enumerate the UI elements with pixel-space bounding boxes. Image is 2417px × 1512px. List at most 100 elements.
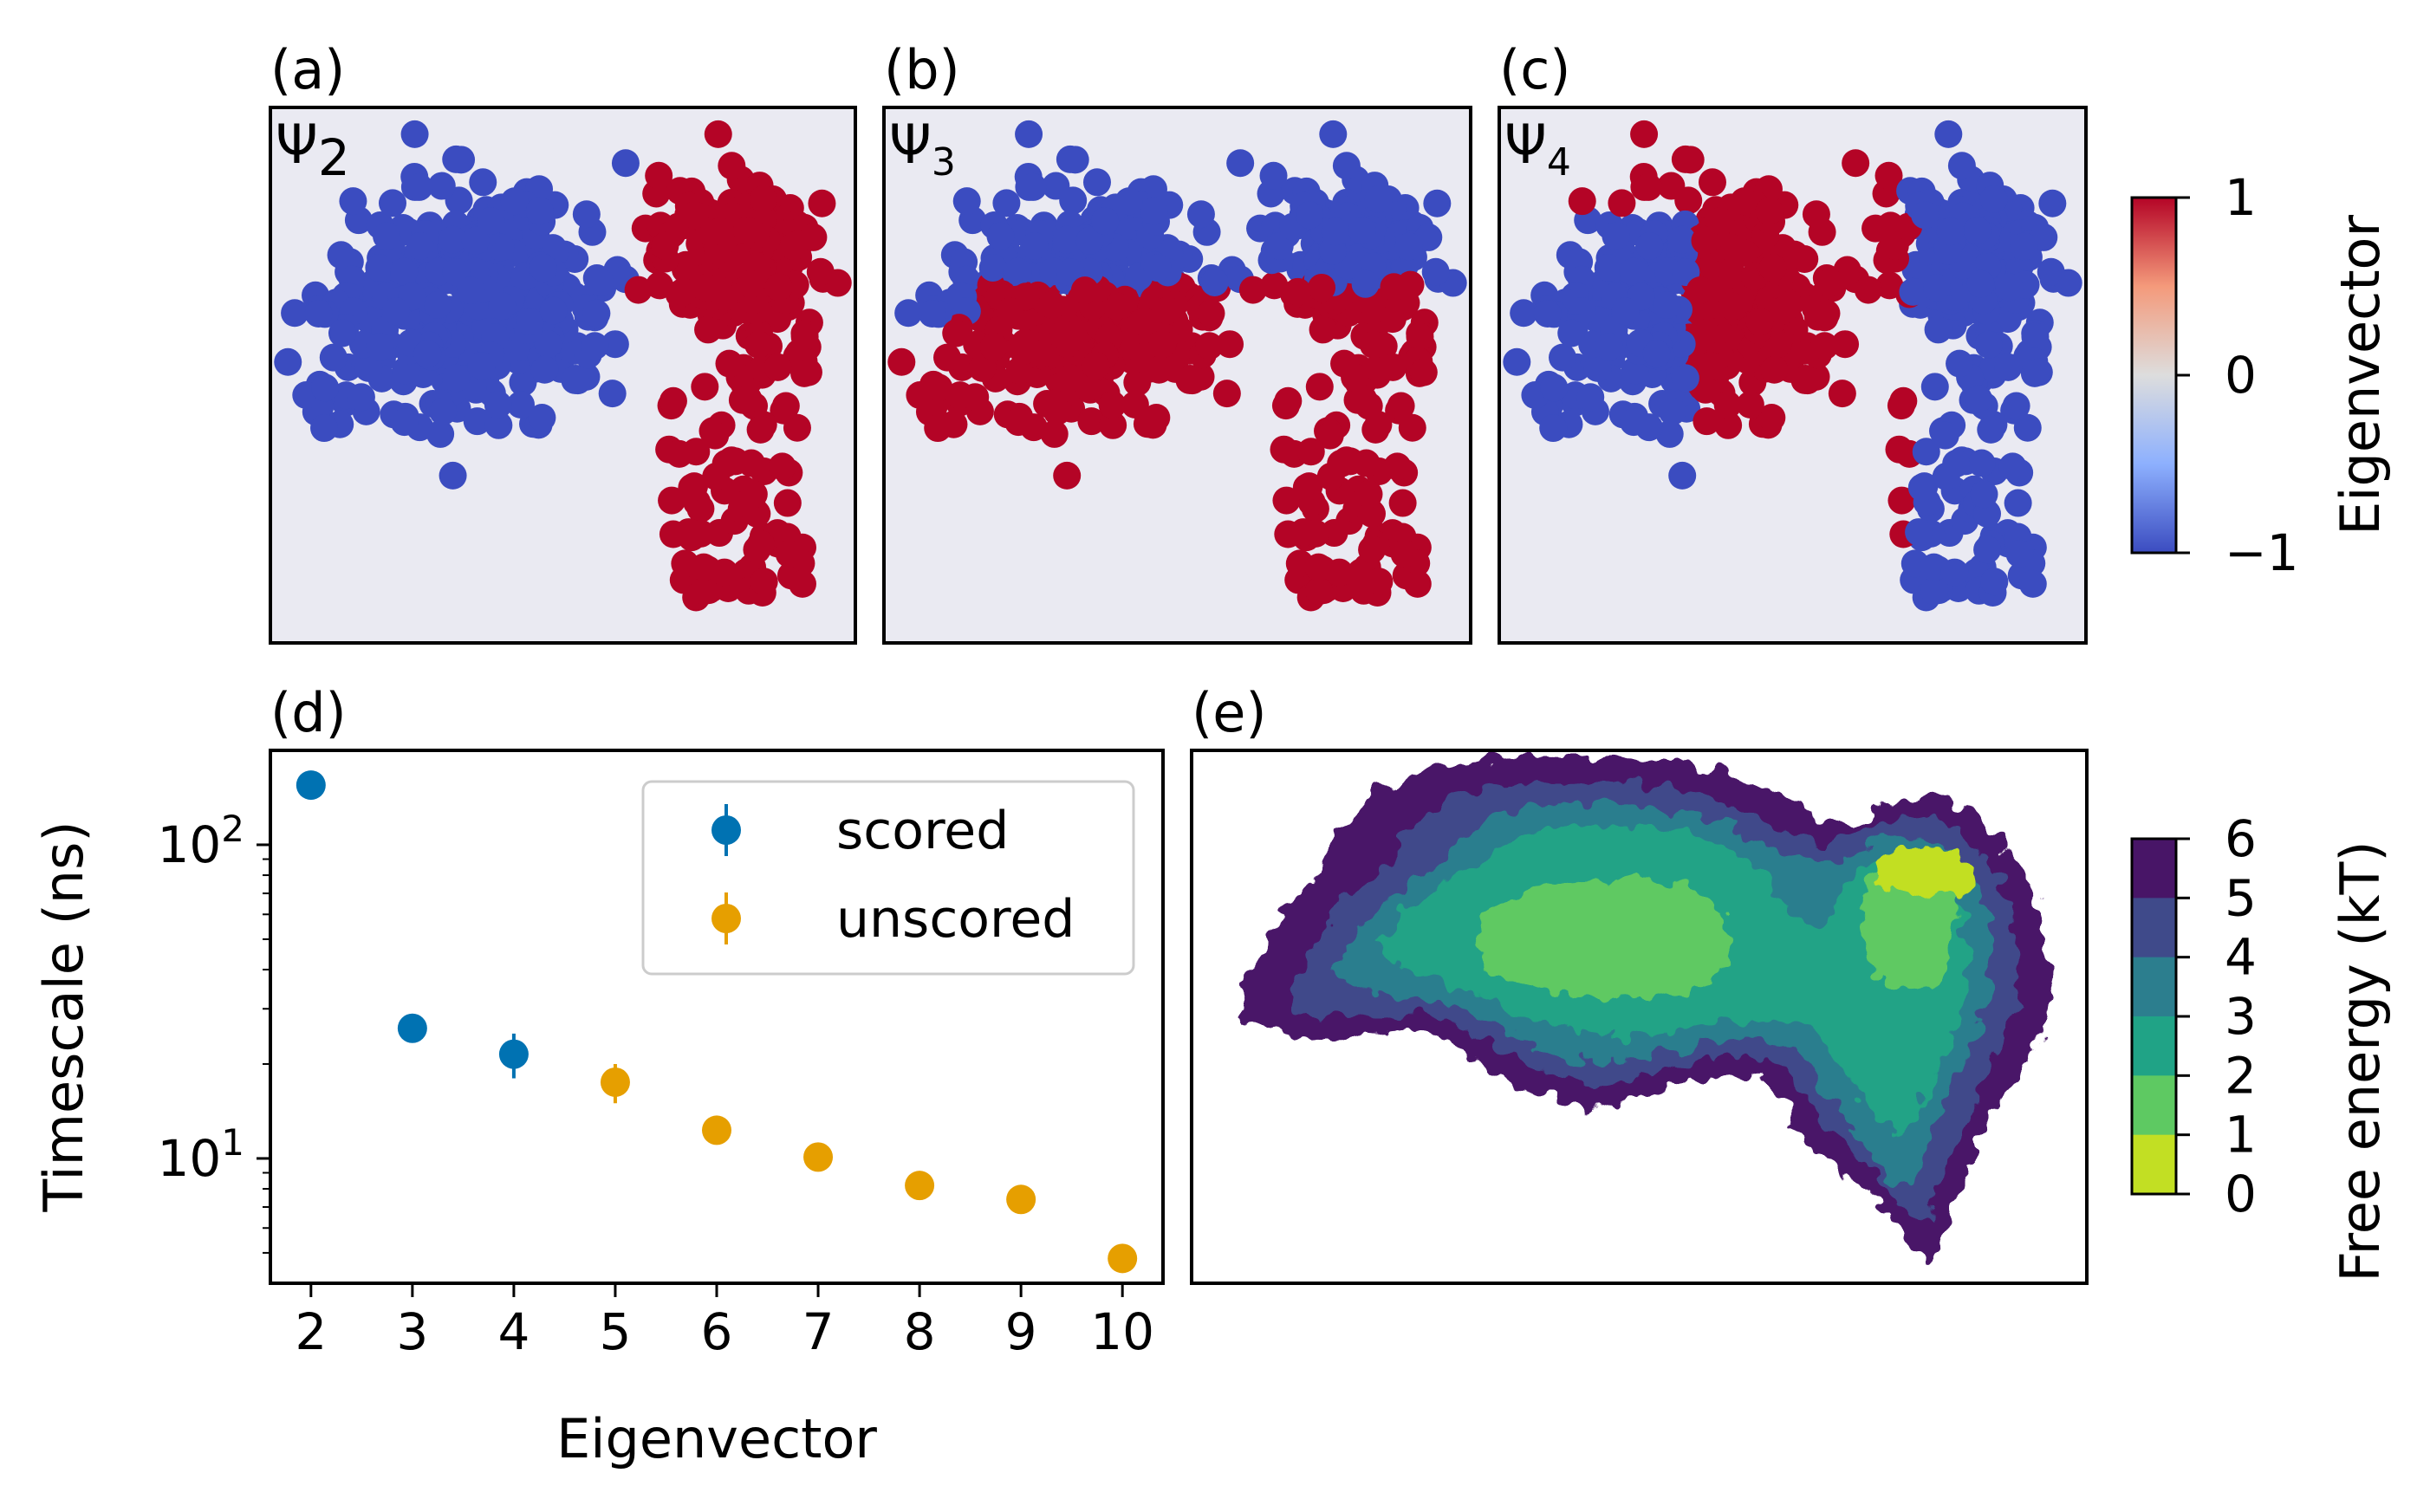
- panel-c-label: (c): [1499, 38, 1570, 101]
- embedding-point: [442, 364, 471, 393]
- timescale-point: [1006, 1184, 1036, 1215]
- embedding-point: [680, 201, 709, 230]
- embedding-point: [500, 187, 529, 216]
- embedding-point: [1760, 355, 1789, 384]
- embedding-point: [581, 332, 609, 360]
- embedding-point: [561, 366, 589, 394]
- timescale-point: [803, 1142, 834, 1172]
- embedding-point: [1195, 332, 1224, 360]
- embedding-point: [582, 299, 611, 328]
- embedding-point: [2010, 232, 2038, 261]
- embedding-point: [1936, 217, 1965, 246]
- embedding-point: [1330, 349, 1359, 378]
- embedding-point: [1881, 231, 1909, 260]
- embedding-point: [1905, 518, 1933, 547]
- embedding-point: [808, 189, 836, 217]
- embedding-point: [1810, 332, 1839, 360]
- embedding-point: [311, 373, 340, 402]
- embedding-point: [1077, 407, 1106, 436]
- free-energy-tick-label: 3: [2225, 987, 2257, 1046]
- embedding-point: [1423, 189, 1452, 217]
- embedding-point: [1630, 120, 1659, 148]
- embedding-point: [933, 343, 962, 372]
- embedding-point: [1568, 187, 1596, 216]
- panel-e-frame: [1190, 749, 2089, 1285]
- embedding-point: [424, 290, 452, 319]
- embedding-point: [1153, 296, 1182, 325]
- embedding-point: [2018, 569, 2047, 598]
- embedding-point: [1403, 569, 1432, 598]
- embedding-point: [1052, 225, 1081, 254]
- embedding-point: [1075, 226, 1104, 255]
- embedding-point: [461, 226, 490, 255]
- embedding-point: [1409, 358, 1438, 386]
- embedding-point: [2037, 257, 2065, 286]
- embedding-point: [1042, 172, 1070, 200]
- embedding-point: [529, 254, 557, 282]
- legend-box: [641, 780, 1135, 976]
- legend-unscored-marker: [711, 904, 741, 933]
- embedding-point: [1352, 449, 1381, 477]
- panel-c-psi: Ψ4: [1504, 113, 1571, 185]
- embedding-point: [710, 558, 738, 587]
- embedding-point: [1212, 380, 1241, 408]
- x-tick-label: 10: [1090, 1302, 1154, 1361]
- embedding-point: [1316, 421, 1344, 450]
- embedding-point: [788, 569, 816, 598]
- embedding-point: [1102, 292, 1131, 321]
- embedding-point: [1874, 161, 1903, 190]
- embedding-point: [1216, 330, 1244, 359]
- embedding-point: [539, 296, 568, 325]
- embedding-point: [678, 473, 706, 502]
- free-energy-tick-label: 5: [2225, 868, 2257, 927]
- embedding-point: [749, 185, 777, 213]
- embedding-point: [968, 354, 997, 382]
- embedding-point: [1091, 207, 1120, 236]
- embedding-point: [1398, 413, 1426, 442]
- embedding-point: [1309, 315, 1337, 344]
- embedding-point: [1965, 385, 1993, 413]
- panel-e-contours: [1238, 756, 2054, 1258]
- embedding-point: [1082, 168, 1111, 197]
- embedding-point: [1121, 391, 1149, 419]
- embedding-point: [366, 333, 394, 361]
- embedding-point: [924, 414, 952, 443]
- embedding-point: [1714, 411, 1743, 439]
- eigenvector-colorbar-tick-minus1: −1: [2225, 523, 2299, 582]
- embedding-point: [1698, 168, 1726, 197]
- embedding-point: [484, 391, 512, 419]
- embedding-point: [1290, 518, 1318, 547]
- embedding-point: [1355, 480, 1383, 509]
- panel-a-scatter: [274, 120, 852, 612]
- embedding-point: [659, 386, 687, 415]
- embedding-point: [1713, 391, 1742, 419]
- embedding-point: [1994, 353, 2023, 381]
- embedding-point: [598, 380, 627, 408]
- embedding-point: [1332, 152, 1361, 180]
- free-energy-tick-label: 6: [2225, 809, 2257, 868]
- embedding-point: [1755, 197, 1784, 225]
- embedding-point: [1718, 292, 1746, 321]
- embedding-point: [692, 273, 721, 302]
- panel-d-label: (d): [270, 681, 347, 744]
- embedding-point: [1540, 373, 1569, 402]
- embedding-point: [783, 413, 811, 442]
- embedding-point: [894, 299, 923, 328]
- embedding-point: [310, 414, 339, 443]
- embedding-point: [1977, 415, 2005, 444]
- embedding-point: [534, 330, 562, 359]
- embedding-point: [780, 232, 809, 261]
- embedding-point: [1349, 385, 1378, 413]
- embedding-point: [1200, 268, 1229, 296]
- embedding-point: [733, 217, 762, 245]
- embedding-point: [1697, 352, 1725, 380]
- embedding-point: [1186, 200, 1215, 229]
- embedding-point: [2021, 322, 2050, 351]
- embedding-point: [773, 489, 802, 517]
- free-energy-level-swatch: [2132, 1075, 2176, 1136]
- legend-unscored-label: unscored: [836, 889, 1075, 950]
- embedding-point: [1226, 149, 1255, 178]
- embedding-point: [1296, 438, 1325, 466]
